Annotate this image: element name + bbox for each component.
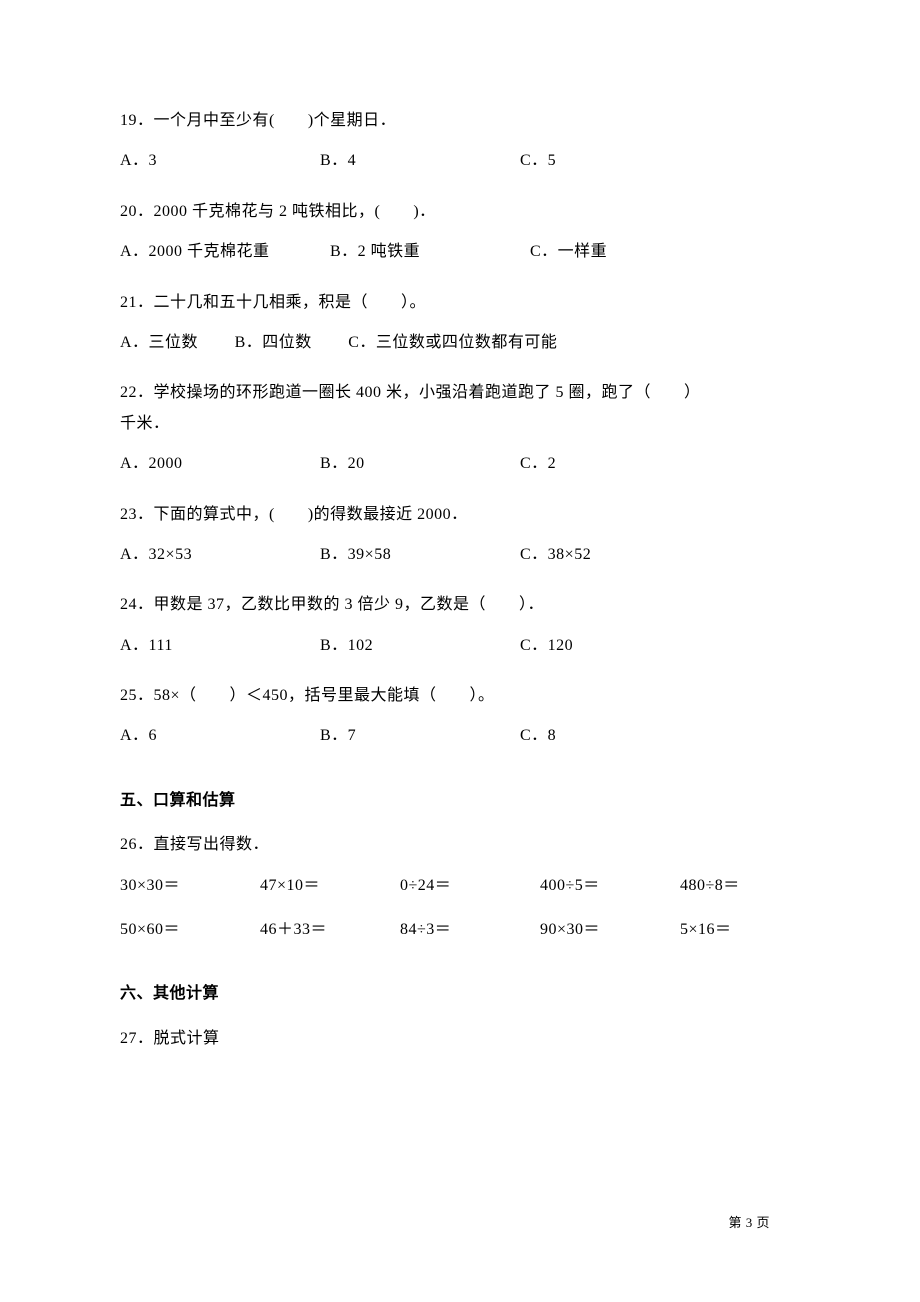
q26-r1-2: 47×10＝	[260, 875, 400, 897]
q25-opt-b: B．7	[320, 725, 520, 747]
question-21: 21．二十几和五十几相乘，积是（ ）。 A．三位数 B．四位数 C．三位数或四位…	[120, 292, 800, 355]
q26-r2-2: 46＋33＝	[260, 919, 400, 941]
q22-line1: 22．学校操场的环形跑道一圈长 400 米，小强沿着跑道跑了 5 圈，跑了（ ）	[120, 382, 800, 404]
q26-r1-1: 30×30＝	[120, 875, 260, 897]
q23-options: A．32×53 B．39×58 C．38×52	[120, 544, 800, 566]
question-26: 26．直接写出得数． 30×30＝ 47×10＝ 0÷24＝ 400÷5＝ 48…	[120, 834, 800, 941]
q19-opt-b: B．4	[320, 150, 520, 172]
q24-opt-c: C．120	[520, 635, 720, 657]
question-22: 22．学校操场的环形跑道一圈长 400 米，小强沿着跑道跑了 5 圈，跑了（ ）…	[120, 382, 800, 475]
q23-opt-b: B．39×58	[320, 544, 520, 566]
q26-r2-4: 90×30＝	[540, 919, 680, 941]
question-23: 23．下面的算式中，( )的得数最接近 2000． A．32×53 B．39×5…	[120, 504, 800, 567]
q20-opt-b: B．2 吨铁重	[330, 241, 530, 263]
q24-opt-b: B．102	[320, 635, 520, 657]
q27-text: 27．脱式计算	[120, 1028, 800, 1050]
q26-r1-4: 400÷5＝	[540, 875, 680, 897]
q24-options: A．111 B．102 C．120	[120, 635, 800, 657]
q19-opt-a: A．3	[120, 150, 320, 172]
q21-opt-a: A．三位数	[120, 332, 198, 354]
q26-r2-3: 84÷3＝	[400, 919, 540, 941]
q24-opt-a: A．111	[120, 635, 320, 657]
q26-text: 26．直接写出得数．	[120, 834, 800, 856]
q26-r1-3: 0÷24＝	[400, 875, 540, 897]
q26-r1-5: 480÷8＝	[680, 875, 800, 897]
section-5-title: 五、口算和估算	[120, 790, 800, 812]
q20-options: A．2000 千克棉花重 B．2 吨铁重 C．一样重	[120, 241, 800, 263]
q26-r2-5: 5×16＝	[680, 919, 800, 941]
section-6-title: 六、其他计算	[120, 983, 800, 1005]
q21-options: A．三位数 B．四位数 C．三位数或四位数都有可能	[120, 332, 800, 354]
q23-text: 23．下面的算式中，( )的得数最接近 2000．	[120, 504, 800, 526]
q22-options: A．2000 B．20 C．2	[120, 453, 800, 475]
q19-opt-c: C．5	[520, 150, 720, 172]
q22-opt-a: A．2000	[120, 453, 320, 475]
q21-text: 21．二十几和五十几相乘，积是（ ）。	[120, 292, 800, 314]
question-19: 19．一个月中至少有( )个星期日． A．3 B．4 C．5	[120, 110, 800, 173]
q23-opt-a: A．32×53	[120, 544, 320, 566]
q22-line2: 千米．	[120, 413, 800, 435]
q19-text: 19．一个月中至少有( )个星期日．	[120, 110, 800, 132]
q26-row2: 50×60＝ 46＋33＝ 84÷3＝ 90×30＝ 5×16＝	[120, 919, 800, 941]
question-24: 24．甲数是 37，乙数比甲数的 3 倍少 9，乙数是（ ）． A．111 B．…	[120, 594, 800, 657]
q21-opt-c: C．三位数或四位数都有可能	[348, 332, 557, 354]
q25-text: 25．58×（ ）＜450，括号里最大能填（ ）。	[120, 685, 800, 707]
q19-options: A．3 B．4 C．5	[120, 150, 800, 172]
question-25: 25．58×（ ）＜450，括号里最大能填（ ）。 A．6 B．7 C．8	[120, 685, 800, 748]
page-number: 第 3 页	[728, 1214, 770, 1232]
q21-opt-b: B．四位数	[235, 332, 312, 354]
q24-text: 24．甲数是 37，乙数比甲数的 3 倍少 9，乙数是（ ）．	[120, 594, 800, 616]
q20-opt-a: A．2000 千克棉花重	[120, 241, 330, 263]
q25-options: A．6 B．7 C．8	[120, 725, 800, 747]
q26-row1: 30×30＝ 47×10＝ 0÷24＝ 400÷5＝ 480÷8＝	[120, 875, 800, 897]
q26-r2-1: 50×60＝	[120, 919, 260, 941]
question-27: 27．脱式计算	[120, 1028, 800, 1050]
q22-opt-c: C．2	[520, 453, 720, 475]
q20-text: 20．2000 千克棉花与 2 吨铁相比，( )．	[120, 201, 800, 223]
q25-opt-c: C．8	[520, 725, 720, 747]
q22-opt-b: B．20	[320, 453, 520, 475]
q20-opt-c: C．一样重	[530, 241, 607, 263]
page: 19．一个月中至少有( )个星期日． A．3 B．4 C．5 20．2000 千…	[0, 0, 920, 1302]
q23-opt-c: C．38×52	[520, 544, 720, 566]
question-20: 20．2000 千克棉花与 2 吨铁相比，( )． A．2000 千克棉花重 B…	[120, 201, 800, 264]
q25-opt-a: A．6	[120, 725, 320, 747]
